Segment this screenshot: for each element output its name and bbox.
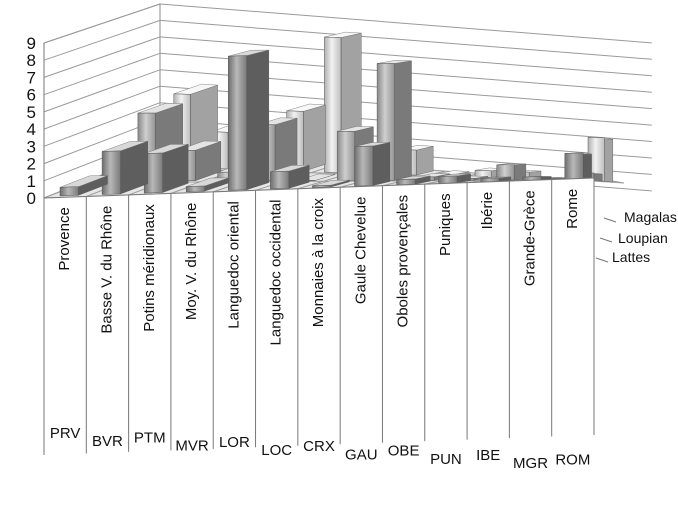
depth-tick — [599, 237, 613, 243]
y-tick-label: 5 — [27, 103, 36, 122]
category-label: Gaule Chevelue — [352, 197, 369, 305]
category-label: Provence — [56, 207, 73, 270]
y-tick-label: 1 — [27, 172, 36, 191]
depth-tick — [603, 217, 617, 223]
y-gridline — [43, 85, 161, 130]
y-gridline — [159, 36, 652, 77]
y-gridline — [159, 3, 652, 44]
bar-magalas-rom — [587, 137, 613, 183]
bar-lattes-lor — [228, 49, 269, 191]
bar-lattes-rom — [564, 152, 592, 180]
category-code: MGR — [513, 455, 548, 472]
y-gridline — [43, 69, 161, 113]
category-label: Grande-Grèce — [522, 190, 539, 286]
y-gridline — [43, 52, 161, 96]
series-label-lattes: Lattes — [612, 249, 650, 265]
category-code: PUN — [430, 451, 462, 468]
bar-lattes-loc — [270, 164, 310, 190]
category-label: Basse V. du Rhône — [99, 206, 116, 334]
category-panel-bg — [44, 178, 594, 455]
category-label: Monnaies à la croix — [310, 198, 327, 328]
y-tick-label: 3 — [27, 137, 36, 156]
series-label-magalas: Magalas — [624, 209, 677, 225]
category-code: LOR — [219, 434, 250, 451]
category-code: CRX — [303, 438, 335, 455]
y-gridline — [159, 19, 652, 60]
category-label: Languedoc occidental — [268, 200, 285, 346]
x-axis-line — [43, 177, 595, 199]
bar-lattes-prv — [59, 175, 108, 197]
chart-bars — [59, 31, 613, 197]
category-code: MVR — [175, 438, 209, 455]
bar-lattes-ibe — [480, 176, 512, 183]
category-code: PTM — [134, 429, 166, 446]
y-tick-label: 0 — [27, 189, 36, 208]
y-tick-label: 2 — [27, 155, 36, 174]
category-code: LOC — [261, 442, 292, 459]
category-code: IBE — [476, 447, 500, 464]
bar-lattes-crx — [312, 179, 350, 188]
category-code: OBE — [388, 443, 420, 460]
y-tick-label: 7 — [27, 68, 36, 87]
bar-lattes-gau — [354, 142, 391, 187]
category-label: Puniques — [437, 193, 454, 256]
y-gridline — [43, 102, 161, 147]
category-axis-panel — [43, 177, 595, 455]
y-gridline — [43, 36, 161, 78]
category-code: BVR — [92, 433, 123, 450]
category-code: GAU — [345, 446, 378, 463]
category-label: Languedoc oriental — [225, 201, 242, 329]
category-code: PRV — [50, 425, 81, 442]
bar-lattes-ptm — [143, 144, 189, 194]
series-label-loupian: Loupian — [618, 230, 668, 246]
category-code: ROM — [555, 451, 590, 468]
category-label: Oboles provençales — [395, 195, 412, 328]
y-gridline — [43, 19, 161, 61]
y-gridline — [43, 3, 161, 44]
bar-loupian-gau — [376, 60, 412, 181]
category-label: Potins méridionaux — [141, 204, 158, 332]
bar-lattes-mvr — [185, 177, 229, 192]
category-label: Ibérie — [479, 192, 496, 230]
category-label: Rome — [564, 189, 581, 229]
y-tick-label: 4 — [27, 120, 36, 139]
y-tick-label: 6 — [27, 86, 36, 105]
y-tick-label: 9 — [27, 34, 36, 53]
category-label: Moy. V. du Rhône — [183, 203, 200, 321]
bar-lattes-obe — [396, 175, 431, 186]
depth-tick — [595, 257, 609, 263]
y-tick-label: 8 — [27, 51, 36, 70]
bar-lattes-pun — [438, 173, 471, 184]
